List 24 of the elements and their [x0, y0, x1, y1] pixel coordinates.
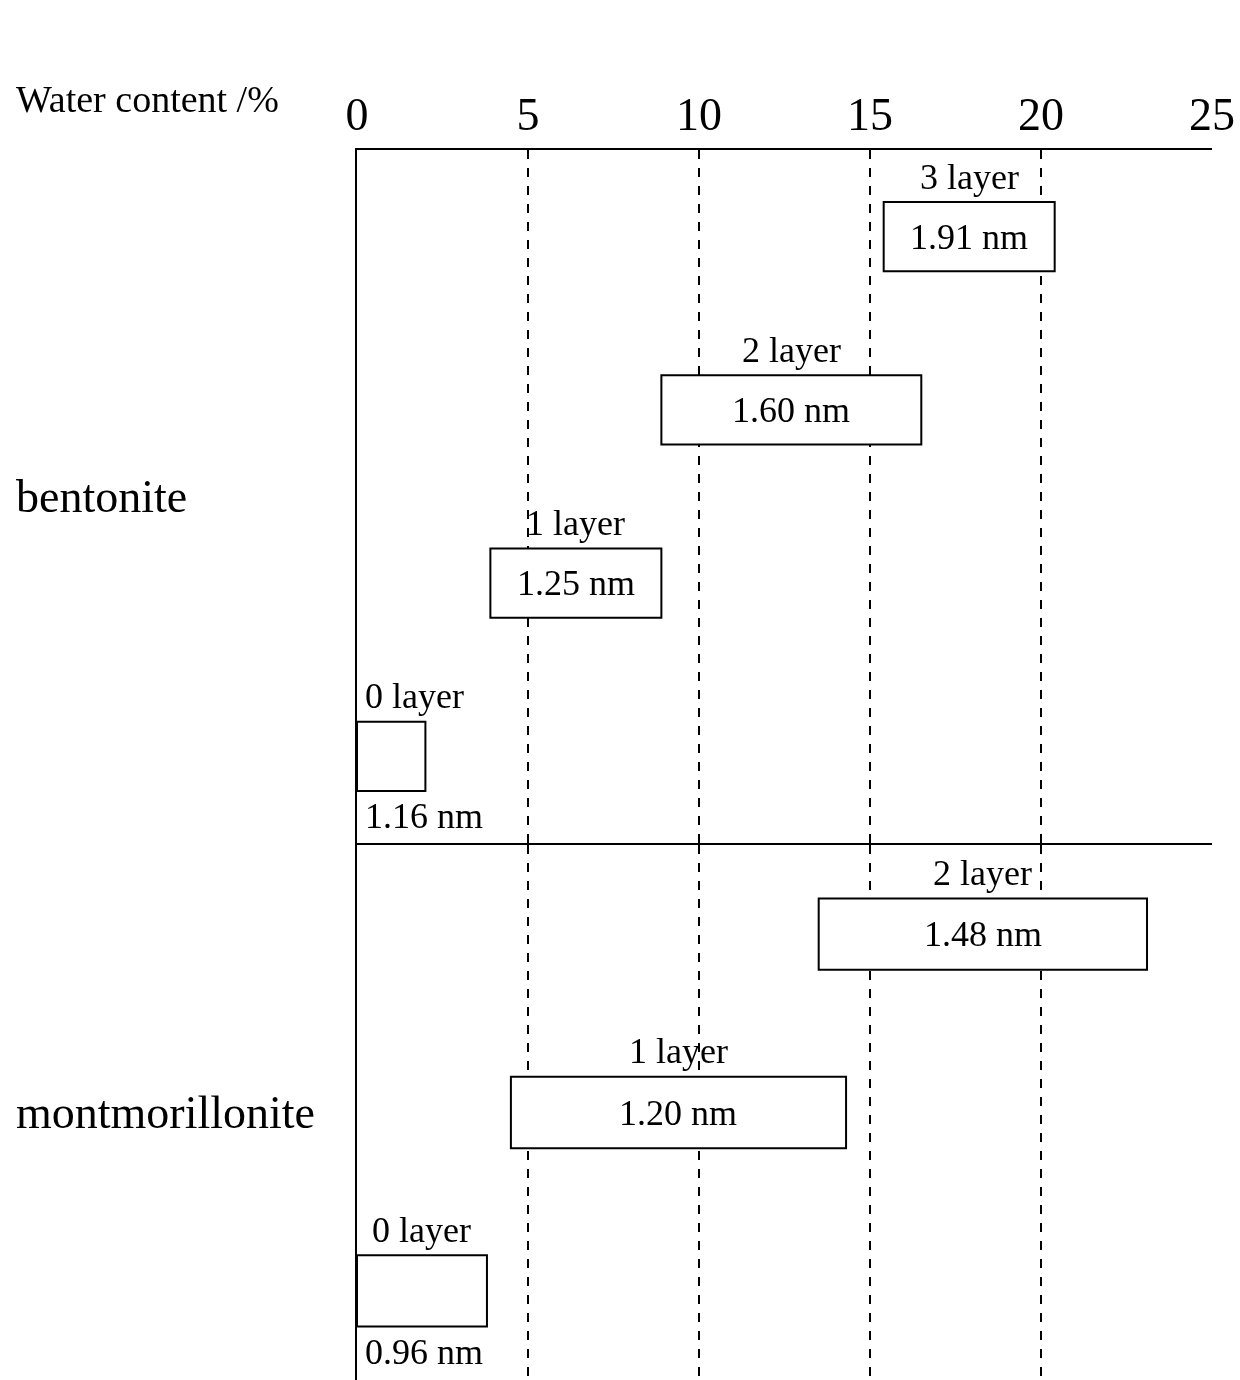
- y-tick-label: 0 layer: [372, 1210, 471, 1250]
- x-tick-label: 25: [1189, 88, 1235, 140]
- annotation: 1.20 nm: [619, 1093, 738, 1133]
- x-tick-label: 0: [345, 88, 369, 140]
- x-tick-label: 15: [847, 88, 893, 140]
- bar: [882, 200, 1056, 273]
- annotation: 1.60 nm: [732, 390, 851, 430]
- y-tick-label: 0 layer: [365, 676, 464, 716]
- y-tick-label: 2 layer: [933, 853, 1032, 893]
- x-tick-label: 20: [1018, 88, 1064, 140]
- annotation: 1.91 nm: [910, 217, 1029, 257]
- x-axis-title: Water content /%: [16, 78, 279, 120]
- y-tick-label: 2 layer: [742, 330, 841, 370]
- y-tick-label: 3 layer: [920, 157, 1019, 197]
- annotation: 1.48 nm: [924, 914, 1043, 954]
- annotation: 0.96 nm: [365, 1332, 484, 1372]
- y-axis-title: montmorillonite: [16, 1087, 315, 1138]
- y-tick-label: 1 layer: [526, 503, 625, 543]
- annotation: 1.16 nm: [365, 796, 484, 836]
- annotation: 1.25 nm: [517, 563, 636, 603]
- x-tick-label: 10: [676, 88, 722, 140]
- x-tick-label: 5: [516, 88, 540, 140]
- y-tick-label: 1 layer: [629, 1031, 728, 1071]
- y-axis-title: bentonite: [16, 471, 188, 522]
